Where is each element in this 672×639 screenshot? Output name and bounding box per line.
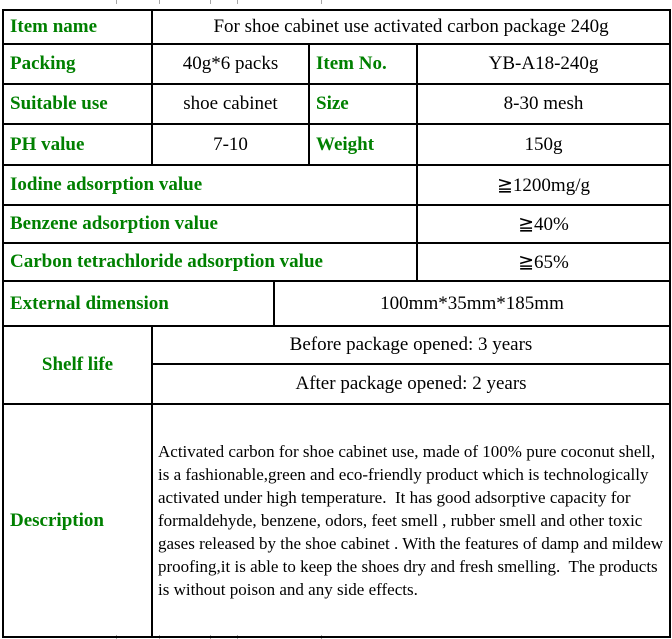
row-packing-itemno: Packing 40g*6 packs Item No. YB-A18-240g [2,43,672,85]
weight-value: 150g [415,123,672,166]
gridline-remnant-tick [210,0,211,4]
benzene-label: Benzene adsorption value [2,204,418,244]
gridline-remnant-tick [116,635,117,639]
iodine-value: ≧1200mg/g [415,164,672,206]
row-ph-weight: PH value 7-10 Weight 150g [2,123,672,166]
iodine-label: Iodine adsorption value [2,164,418,206]
row-iodine: Iodine adsorption value ≧1200mg/g [2,164,672,206]
item-no-value: YB-A18-240g [415,43,672,85]
size-label: Size [308,83,418,125]
gridline-remnant-tick [237,635,238,639]
packing-label: Packing [2,43,153,85]
row-shelf-life-after: After package opened: 2 years [3,363,672,405]
shelf-life-after-value: After package opened: 2 years [150,363,672,405]
gridline-remnant-tick [237,0,238,4]
gridline-remnant-tick [210,635,211,639]
row-shelf-life-before: Shelf life Before package opened: 3 year… [2,325,672,405]
gridline-remnant-tick [159,0,160,4]
gridline-remnant-tick [159,635,160,639]
row-carbon-tetrachloride: Carbon tetrachloride adsorption value ≧6… [2,242,672,282]
weight-label: Weight [308,123,418,166]
shelf-life-label: Shelf life [2,325,153,405]
row-description: Description Activated carbon for shoe ca… [2,403,672,638]
gridline-remnant-tick [116,0,117,4]
shelf-life-before-value: Before package opened: 3 years [150,325,672,365]
external-dimension-value: 100mm*35mm*185mm [272,280,672,327]
carbon-tetrachloride-label: Carbon tetrachloride adsorption value [2,242,418,282]
row-suitable-size: Suitable use shoe cabinet Size 8-30 mesh [2,83,672,125]
external-dimension-label: External dimension [2,280,275,327]
gridline-remnant-tick [321,635,322,639]
ph-value-value: 7-10 [151,123,310,166]
product-spec-table: Item name For shoe cabinet use activated… [2,9,672,638]
size-value: 8-30 mesh [415,83,672,125]
item-no-label: Item No. [308,43,418,85]
item-name-value: For shoe cabinet use activated carbon pa… [150,9,672,45]
description-label: Description [2,403,153,638]
row-external-dimension: External dimension 100mm*35mm*185mm [2,280,672,327]
packing-value: 40g*6 packs [151,43,310,85]
suitable-use-label: Suitable use [2,83,153,125]
benzene-value: ≧40% [415,204,672,244]
gridline-remnant-tick [321,0,322,4]
item-name-label: Item name [2,9,153,45]
suitable-use-value: shoe cabinet [151,83,310,125]
carbon-tetrachloride-value: ≧65% [415,242,672,282]
row-item-name: Item name For shoe cabinet use activated… [2,9,672,45]
description-value: Activated carbon for shoe cabinet use, m… [150,403,672,638]
ph-value-label: PH value [2,123,153,166]
row-benzene: Benzene adsorption value ≧40% [2,204,672,244]
